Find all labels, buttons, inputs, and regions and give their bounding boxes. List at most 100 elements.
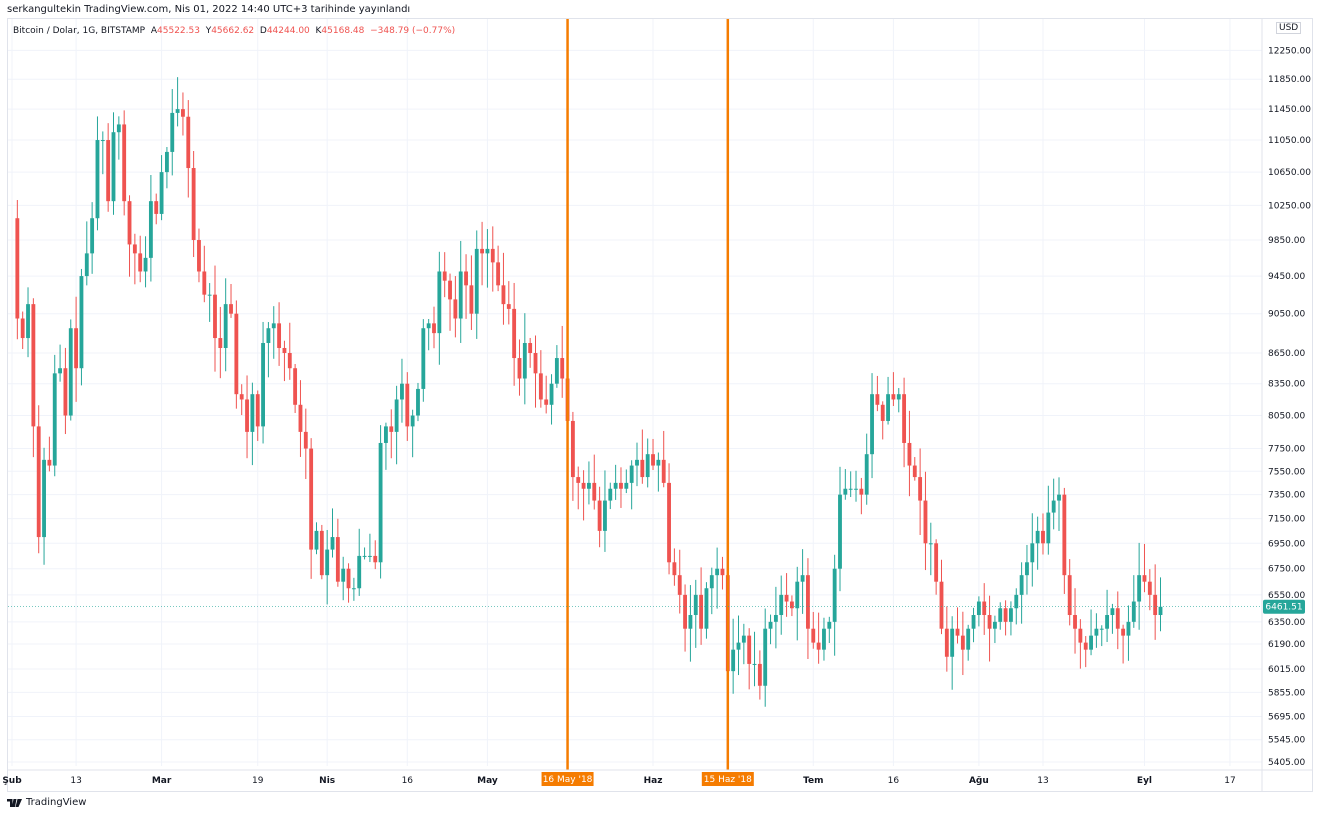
candle-body[interactable] xyxy=(891,394,896,400)
candle-body[interactable] xyxy=(202,271,207,295)
candle-body[interactable] xyxy=(934,543,939,582)
candle-body[interactable] xyxy=(314,530,319,550)
candle-body[interactable] xyxy=(432,323,436,334)
candle-body[interactable] xyxy=(127,201,132,245)
candle-body[interactable] xyxy=(1025,562,1029,576)
candle-body[interactable] xyxy=(1094,628,1099,636)
candle-body[interactable] xyxy=(848,488,853,490)
candle-body[interactable] xyxy=(277,323,282,348)
candle-body[interactable] xyxy=(1051,500,1056,513)
candle-body[interactable] xyxy=(1110,608,1115,616)
candle-body[interactable] xyxy=(389,426,394,432)
candle-body[interactable] xyxy=(132,244,137,254)
candle-body[interactable] xyxy=(1105,615,1110,629)
candle-body[interactable] xyxy=(26,304,30,339)
candle-body[interactable] xyxy=(245,399,249,432)
candle-body[interactable] xyxy=(501,285,506,305)
candle-body[interactable] xyxy=(181,109,185,117)
candle-body[interactable] xyxy=(170,112,175,152)
candle-body[interactable] xyxy=(421,328,426,389)
candle-body[interactable] xyxy=(784,594,789,602)
candle-body[interactable] xyxy=(335,537,340,582)
candle-body[interactable] xyxy=(597,500,602,531)
candle-body[interactable] xyxy=(400,383,404,400)
candle-body[interactable] xyxy=(325,549,330,576)
candle-body[interactable] xyxy=(587,482,591,489)
candle-body[interactable] xyxy=(148,201,153,258)
footer-brand[interactable]: TradingView xyxy=(7,797,86,808)
candle-body[interactable] xyxy=(197,240,201,272)
candle-body[interactable] xyxy=(747,635,752,664)
candle-body[interactable] xyxy=(640,459,645,478)
candle-body[interactable] xyxy=(218,338,223,348)
candle-body[interactable] xyxy=(378,442,383,563)
candle-body[interactable] xyxy=(186,116,191,169)
candle-body[interactable] xyxy=(42,459,46,538)
candle-body[interactable] xyxy=(704,588,709,629)
candle-body[interactable] xyxy=(1003,608,1008,622)
candle-body[interactable] xyxy=(1057,494,1061,501)
candle-body[interactable] xyxy=(485,248,490,254)
candle-body[interactable] xyxy=(522,343,527,379)
candle-body[interactable] xyxy=(1062,494,1067,576)
candle-body[interactable] xyxy=(757,663,762,686)
candle-body[interactable] xyxy=(20,318,25,339)
candle-body[interactable] xyxy=(1089,635,1093,650)
candle-body[interactable] xyxy=(1041,530,1045,544)
candle-body[interactable] xyxy=(976,601,981,616)
candle-body[interactable] xyxy=(1137,575,1142,602)
candle-body[interactable] xyxy=(330,537,335,550)
candle-body[interactable] xyxy=(213,294,217,339)
candle-body[interactable] xyxy=(699,594,704,629)
candle-body[interactable] xyxy=(469,285,474,314)
candle-body[interactable] xyxy=(405,383,410,427)
candle-body[interactable] xyxy=(645,454,650,478)
candle-body[interactable] xyxy=(384,426,388,443)
candle-body[interactable] xyxy=(341,568,346,582)
candle-body[interactable] xyxy=(1142,575,1147,582)
candle-body[interactable] xyxy=(896,394,901,400)
candle-body[interactable] xyxy=(955,628,960,636)
candle-body[interactable] xyxy=(533,353,538,374)
candle-body[interactable] xyxy=(549,383,554,405)
candle-body[interactable] xyxy=(544,399,549,405)
candle-body[interactable] xyxy=(346,568,351,589)
candle-body[interactable] xyxy=(918,477,923,501)
candle-body[interactable] xyxy=(939,581,944,629)
candle-body[interactable] xyxy=(448,280,452,300)
candle-body[interactable] xyxy=(111,132,116,202)
candle-body[interactable] xyxy=(998,608,1003,622)
candle-body[interactable] xyxy=(95,140,100,219)
candle-body[interactable] xyxy=(1073,615,1077,629)
candle-body[interactable] xyxy=(1099,628,1104,630)
candle-body[interactable] xyxy=(592,482,597,501)
candle-body[interactable] xyxy=(1030,543,1035,563)
candle-body[interactable] xyxy=(570,420,575,478)
candle-body[interactable] xyxy=(480,248,485,254)
candle-body[interactable] xyxy=(298,404,303,432)
candle-body[interactable] xyxy=(293,368,298,405)
candle-body[interactable] xyxy=(656,459,661,466)
candle-body[interactable] xyxy=(74,328,79,369)
candle-body[interactable] xyxy=(667,482,671,563)
candle-body[interactable] xyxy=(651,454,655,466)
candle-body[interactable] xyxy=(902,394,907,443)
candle-body[interactable] xyxy=(624,482,629,489)
candle-body[interactable] xyxy=(223,304,228,348)
candle-body[interactable] xyxy=(319,530,324,576)
candle-body[interactable] xyxy=(394,399,399,432)
candle-body[interactable] xyxy=(576,477,581,483)
candle-body[interactable] xyxy=(453,299,458,319)
candle-body[interactable] xyxy=(282,347,287,354)
candle-body[interactable] xyxy=(795,581,800,609)
candle-body[interactable] xyxy=(175,109,180,113)
candle-body[interactable] xyxy=(266,328,271,344)
candle-body[interactable] xyxy=(731,649,736,672)
candle-body[interactable] xyxy=(538,373,543,400)
candle-body[interactable] xyxy=(880,404,885,421)
candle-body[interactable] xyxy=(1115,608,1120,629)
candle-body[interactable] xyxy=(1083,642,1088,650)
currency-label[interactable]: USD xyxy=(1276,22,1302,34)
candle-body[interactable] xyxy=(715,568,720,576)
candle-body[interactable] xyxy=(191,168,196,241)
